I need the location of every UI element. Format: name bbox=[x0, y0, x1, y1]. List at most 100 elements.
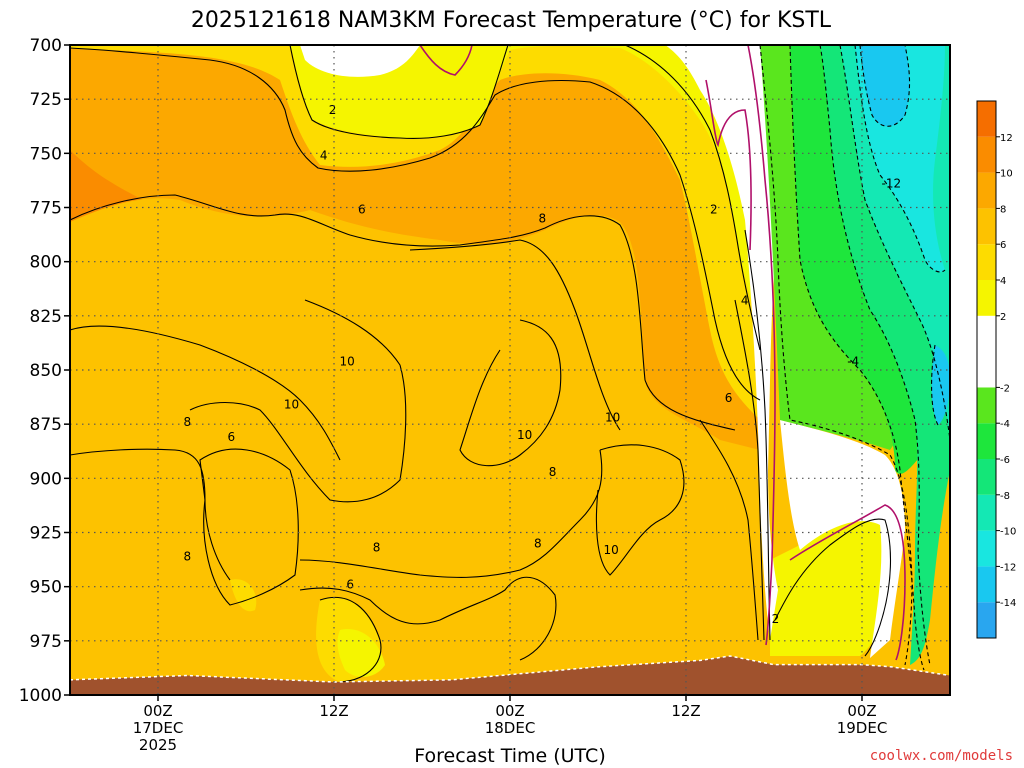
contour-label: 6 bbox=[725, 391, 733, 405]
colorbar-segment bbox=[977, 423, 996, 459]
y-tick-label: 850 bbox=[30, 361, 62, 381]
y-tick-label: 800 bbox=[30, 253, 62, 273]
colorbar-label: -6 bbox=[1000, 455, 1010, 466]
contour-label: -4 bbox=[847, 354, 859, 368]
x-tick-label: 17DEC bbox=[133, 719, 184, 737]
band-6-8-lower-c bbox=[500, 577, 556, 660]
band-6-8-lower-b bbox=[380, 581, 491, 679]
isotherm-2-right bbox=[624, 45, 761, 351]
freezing-line-main bbox=[747, 45, 776, 646]
contour-label: 10 bbox=[604, 543, 619, 557]
isotherm-2 bbox=[289, 45, 509, 139]
isotherm-steep-2 bbox=[734, 299, 765, 641]
freezing-line-right bbox=[789, 504, 906, 661]
x-tick-label: 2025 bbox=[139, 736, 177, 754]
y-tick-label: 975 bbox=[30, 632, 62, 652]
contour-label: 4 bbox=[741, 294, 749, 308]
contour-label: 2 bbox=[710, 203, 718, 217]
colorbar-segment bbox=[977, 172, 996, 209]
contour-label: 8 bbox=[373, 541, 381, 555]
isotherm-neg10 bbox=[854, 45, 946, 273]
contour-label: 4 bbox=[320, 149, 328, 163]
colorbar-label: -10 bbox=[1000, 527, 1016, 538]
isotherm-4-lower bbox=[319, 596, 382, 683]
colorbar-label: 4 bbox=[1000, 276, 1006, 287]
terrain-surface-edge bbox=[69, 655, 951, 683]
y-tick-label: 725 bbox=[30, 90, 62, 110]
y-tick-label: 750 bbox=[30, 144, 62, 164]
isotherm-8 bbox=[70, 239, 621, 461]
colorbar-label: 6 bbox=[1000, 240, 1006, 251]
contour-label: -12 bbox=[882, 177, 902, 191]
freezing-line-mid bbox=[705, 79, 752, 251]
isotherm-neg12-b bbox=[931, 344, 939, 426]
x-tick-label: 00Z bbox=[847, 702, 876, 720]
x-tick-label: 00Z bbox=[143, 702, 172, 720]
colorbar-label: -2 bbox=[1000, 383, 1010, 394]
colorbar-label: 8 bbox=[1000, 204, 1006, 215]
isotherm-neg4 bbox=[789, 45, 925, 671]
band-6-8-lower bbox=[200, 449, 299, 605]
contour-label: 6 bbox=[346, 578, 354, 592]
gridlines bbox=[70, 45, 950, 695]
band-2-4-lower bbox=[337, 629, 385, 677]
band-near-zero bbox=[300, 45, 420, 77]
isotherm-steep-3 bbox=[744, 229, 771, 641]
colorbar-segment bbox=[977, 459, 996, 495]
contour-label: 6 bbox=[228, 430, 236, 444]
isotherm-neg6 bbox=[819, 45, 931, 666]
colorbar-label: 2 bbox=[1000, 312, 1006, 323]
isotherm-10-c bbox=[595, 444, 685, 576]
contour-label: 8 bbox=[534, 536, 542, 550]
band-near-zero-c bbox=[780, 420, 905, 658]
contour-label: 6 bbox=[358, 203, 366, 217]
colorbar-label: -12 bbox=[1000, 562, 1016, 573]
isotherm-steep-1 bbox=[699, 419, 759, 641]
y-tick-label: 825 bbox=[30, 307, 62, 327]
colorbar-segment bbox=[977, 315, 996, 388]
band-2-4-upper bbox=[290, 45, 760, 330]
band-near-zero-b bbox=[665, 45, 778, 640]
colorbar-label: 10 bbox=[1000, 169, 1013, 180]
isotherm-6-lower bbox=[199, 448, 299, 606]
isotherm-8-lower-b bbox=[299, 449, 603, 578]
contour-label: 2 bbox=[772, 612, 780, 626]
colorbar-frame bbox=[976, 100, 997, 639]
colorbar-segment bbox=[977, 387, 996, 424]
contour-label: 8 bbox=[538, 211, 546, 225]
contour-label: 10 bbox=[340, 354, 355, 368]
x-tick-label: 00Z bbox=[495, 702, 524, 720]
band-neg12-neg14 bbox=[860, 45, 910, 127]
colorbar-segment bbox=[977, 530, 996, 567]
colorbar-label: -14 bbox=[1000, 598, 1016, 609]
y-tick-label: 700 bbox=[30, 36, 62, 56]
band-4-6-lower-b bbox=[230, 579, 257, 612]
colorbar-segment bbox=[977, 101, 996, 137]
colorbar-label: 12 bbox=[1000, 133, 1013, 144]
contour-label: 8 bbox=[184, 415, 192, 429]
contour-label: 10 bbox=[284, 398, 299, 412]
contour-label: 10 bbox=[605, 411, 620, 425]
x-tick-label: 12Z bbox=[671, 702, 700, 720]
colorbar-segment bbox=[977, 494, 996, 531]
colorbar-label: -8 bbox=[1000, 491, 1010, 502]
y-tick-label: 875 bbox=[30, 415, 62, 435]
contour-labels: 2 4 6 8 2 4 -12 -4 10 10 6 8 6 10 10 8 8 8 8 10 6 2 bbox=[184, 103, 902, 626]
isotherm-4 bbox=[70, 47, 761, 401]
colorbar: -14 -12 -10 -8 -6 -4 -2 2 4 6 8 10 12 bbox=[976, 100, 1016, 639]
colorbar-segment bbox=[977, 602, 996, 638]
colorbar-segment bbox=[977, 566, 996, 603]
isotherm-2-lowright bbox=[774, 518, 892, 657]
y-tick-label: 925 bbox=[30, 524, 62, 544]
colorbar-segment bbox=[977, 280, 996, 316]
x-tick-label: 19DEC bbox=[837, 719, 888, 737]
isotherm-6-lower-b bbox=[299, 576, 557, 661]
y-tick-label: 775 bbox=[30, 199, 62, 219]
y-axis: 700 725 750 775 800 825 850 875 900 925 950 975 1000 bbox=[19, 36, 70, 706]
colorbar-segment bbox=[977, 136, 996, 173]
isotherm-neg8 bbox=[839, 45, 950, 441]
freezing-line-top bbox=[419, 45, 473, 76]
contour-label: 8 bbox=[549, 465, 557, 479]
